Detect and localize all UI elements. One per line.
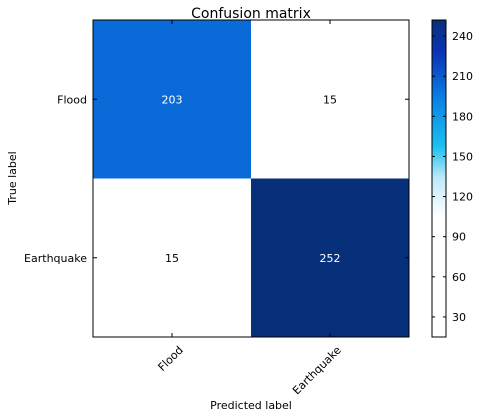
colorbar-tick-label: 240 — [452, 30, 473, 43]
matrix-cell — [251, 178, 409, 337]
matrix-cell — [93, 20, 251, 179]
chart-title: Confusion matrix — [191, 6, 311, 22]
colorbar-tick-label: 120 — [452, 191, 473, 204]
y-tick-labels: Flood Earthquake — [24, 93, 87, 265]
colorbar-tick-label: 150 — [452, 150, 473, 163]
cell-value-label: 15 — [165, 252, 179, 265]
x-tick-label: Earthquake — [290, 343, 344, 397]
colorbar-tick-label: 30 — [452, 311, 466, 324]
plot-frame — [92, 19, 410, 338]
y-tick-label: Earthquake — [24, 252, 87, 265]
matrix-cell — [93, 178, 251, 337]
x-tick-labels: Flood Earthquake — [155, 343, 343, 397]
x-tick-label: Flood — [155, 344, 185, 374]
x-axis-label: Predicted label — [210, 399, 292, 412]
cell-value-label: 15 — [323, 93, 337, 106]
y-tick-label: Flood — [57, 93, 87, 106]
colorbar-tick-label: 60 — [452, 271, 466, 284]
colorbar-tick-label: 180 — [452, 110, 473, 123]
matrix-cells: 203 15 15 252 — [93, 20, 409, 337]
axis-ticks — [93, 20, 409, 337]
colorbar-tick-label: 210 — [452, 70, 473, 83]
cell-value-label: 203 — [162, 93, 183, 106]
colorbar-tick-label: 90 — [452, 231, 466, 244]
colorbar — [431, 19, 447, 338]
matrix-cell — [251, 20, 409, 179]
cell-value-label: 252 — [320, 252, 341, 265]
colorbar-ticks: 30 60 90 120 150 180 210 240 — [432, 30, 473, 324]
y-axis-label: True label — [6, 151, 19, 205]
